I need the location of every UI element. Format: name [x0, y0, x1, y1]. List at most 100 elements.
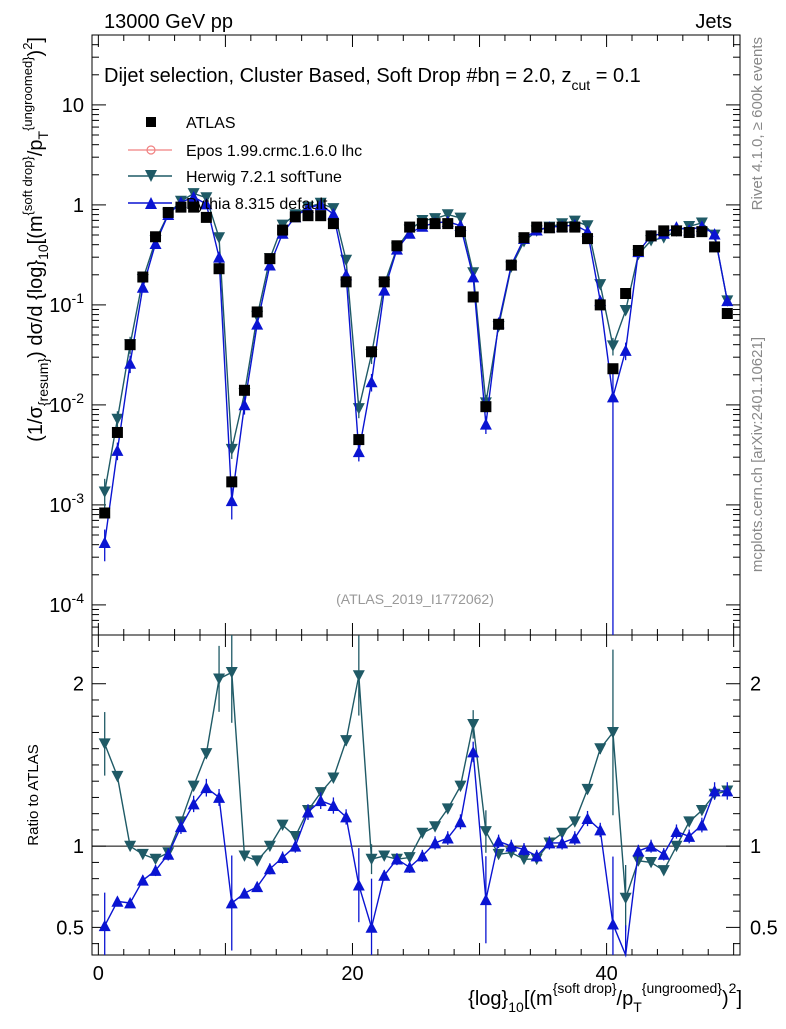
pythia-ratio-point [708, 784, 721, 797]
y-tick-label-exponent: -2 [72, 390, 85, 406]
pythia-ratio-point [162, 848, 175, 860]
herwig-ratio-point [378, 850, 391, 862]
y-axis-label-ratio: Ratio to ATLAS [25, 744, 42, 845]
atlas-main-point [150, 231, 162, 243]
herwig-ratio-point [632, 855, 645, 867]
side-label-rivet: Rivet 4.1.0, ≥ 600k events [749, 37, 766, 210]
pythia-ratio-point [187, 797, 200, 810]
herwig-ratio-point [136, 848, 149, 861]
pythia-main-point [619, 344, 632, 356]
atlas-main-point [658, 225, 670, 237]
herwig-ratio-point [225, 666, 238, 679]
pythia-ratio-point [429, 836, 442, 849]
pythia-main-point [378, 284, 391, 296]
atlas-main-point [264, 253, 276, 265]
legend-entry-atlas: ATLAS [186, 115, 236, 132]
plot-title-zcut-val: = 0.1 [590, 65, 641, 87]
pythia-ratio-point [683, 830, 696, 842]
pythia-main-point [263, 259, 276, 271]
y-tick-label-ratio-right: 1 [750, 836, 761, 858]
atlas-main-point [162, 206, 174, 218]
atlas-main-point [531, 221, 543, 233]
legend-entry-herwig: Herwig 7.2.1 softTune [186, 169, 342, 186]
ratio-axis-ticks: 0 20 40 2 2 1 1 0.5 0.5 [56, 635, 778, 985]
atlas-main-point [582, 233, 594, 245]
herwig-ratio-point [365, 853, 378, 866]
pythia-ratio-point [543, 836, 556, 849]
herwig-main-point [98, 486, 111, 498]
herwig-ratio-point [416, 827, 429, 840]
pythia-ratio-point [276, 851, 289, 863]
pythia-ratio-point [568, 832, 581, 844]
plot-title: Dijet selection, Cluster Based, Soft Dro… [104, 65, 641, 93]
herwig-ratio-point [403, 852, 416, 864]
pythia-ratio-point [390, 853, 403, 865]
pythia-ratio-point [314, 794, 327, 807]
herwig-ratio-point [518, 853, 530, 866]
y-tick-label-main: 10-4 [49, 590, 84, 617]
herwig-ratio-point [289, 831, 302, 843]
atlas-main-point [200, 211, 212, 223]
atlas-main-point [315, 210, 327, 222]
pythia-main-point [708, 228, 721, 240]
atlas-main-point [543, 222, 555, 234]
plot-title-zcut-sub: cut [571, 77, 590, 93]
herwig-main-point [213, 232, 226, 244]
atlas-main-point [569, 221, 581, 233]
pythia-ratio-point [98, 919, 111, 932]
pythia-main-point [479, 418, 492, 430]
pythia-ratio-point [136, 874, 149, 886]
herwig-ratio-point [352, 670, 365, 682]
pythia-ratio-point [200, 781, 213, 794]
herwig-main-point [441, 209, 454, 221]
pythia-main-point [403, 227, 416, 239]
herwig-ratio-point [606, 727, 619, 739]
pythia-main-point [467, 271, 480, 283]
y-tick-label-mantissa: 1 [73, 195, 84, 217]
herwig-main-point [111, 413, 124, 426]
atlas-main-point [137, 271, 149, 283]
y-tick-label-ratio-right: 0.5 [750, 917, 778, 939]
pythia-ratio-point [225, 897, 238, 909]
legend-marker-epos [146, 145, 156, 155]
y-tick-label-main: 1 [73, 195, 84, 217]
herwig-ratio-point [98, 738, 111, 750]
pythia-main-point [136, 281, 149, 293]
pythia-ratio-point [403, 861, 416, 873]
atlas-main-point [620, 288, 632, 300]
y-tick-label-mantissa: 10 [49, 595, 71, 617]
y-tick-label-main: 10-3 [49, 490, 84, 517]
atlas-main-point [175, 201, 187, 213]
herwig-main-point [454, 212, 467, 224]
x-tick-label: 40 [595, 963, 617, 985]
herwig-ratio-point [251, 855, 264, 867]
atlas-main-point [594, 299, 606, 311]
pythia-main-point [302, 201, 314, 213]
atlas-main-point [632, 244, 644, 256]
y-tick-label-mantissa: 10 [62, 95, 84, 117]
pythia-ratio-point [238, 887, 251, 899]
herwig-ratio-point [479, 826, 492, 838]
legend: ATLAS Epos 1.99.crmc.1.6.0 lhc Herwig 7.… [128, 115, 362, 213]
pythia-main-point [200, 198, 213, 210]
herwig-main-line [104, 192, 728, 492]
x-axis-label: {log}10[(m{soft drop}/pT{ungroomed})2] [468, 980, 742, 1015]
y-tick-label-main: 10-2 [49, 390, 84, 417]
herwig-ratio-line [104, 671, 728, 899]
herwig-ratio-point [467, 718, 480, 731]
herwig-ratio-point [454, 780, 467, 793]
atlas-main-point [721, 308, 733, 320]
pythia-ratio-point [365, 921, 378, 933]
y-tick-label-ratio: 2 [73, 674, 84, 696]
atlas-main-point [709, 241, 721, 253]
legend-entry-pythia: Pythia 8.315 default [186, 196, 328, 213]
pythia-ratio-point [492, 835, 505, 847]
atlas-main-point [124, 339, 136, 351]
header-right: Jets [695, 11, 732, 33]
plot-title-main: Dijet selection, Cluster Based, Soft Dro… [104, 65, 489, 87]
pythia-ratio-point [289, 840, 302, 852]
pythia-ratio-point [454, 815, 467, 828]
atlas-main-point [429, 218, 441, 230]
atlas-main-point [442, 218, 454, 230]
pythia-ratio-point [124, 897, 137, 909]
